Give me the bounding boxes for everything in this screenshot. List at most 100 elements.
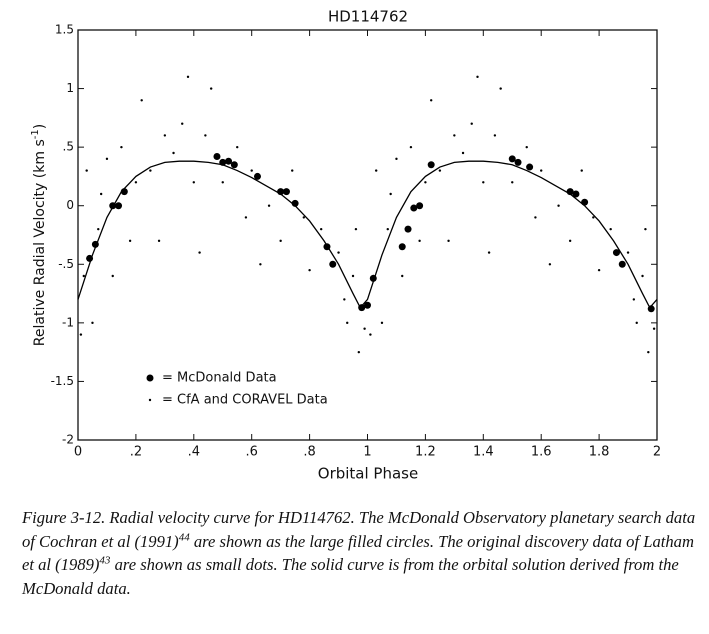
cfa-point	[354, 227, 358, 231]
cfa-point	[157, 239, 161, 243]
mcdonald-point	[612, 249, 620, 257]
mcdonald-point	[416, 202, 424, 210]
x-tick-label: .2	[130, 445, 142, 460]
mcdonald-point	[581, 198, 589, 206]
cfa-point	[97, 227, 100, 231]
caption-text: are shown as small dots. The solid curve…	[22, 555, 679, 598]
cfa-point	[386, 227, 389, 231]
x-tick-label: 1.8	[589, 445, 610, 460]
cfa-point	[597, 268, 601, 272]
cfa-point	[580, 169, 583, 172]
cfa-point	[534, 216, 537, 219]
mcdonald-point	[618, 260, 626, 268]
mcdonald-point	[219, 158, 227, 166]
caption-reference: 43	[99, 554, 111, 567]
cfa-point	[140, 99, 143, 102]
mcdonald-point	[566, 188, 574, 196]
cfa-point	[401, 274, 404, 278]
cfa-point	[351, 274, 355, 278]
cfa-point	[493, 134, 497, 137]
cfa-point	[453, 134, 456, 137]
cfa-point	[470, 122, 473, 125]
cfa-point	[221, 181, 224, 184]
y-axis-label-text: Relative Radial Velocity (km s	[32, 139, 48, 346]
cfa-point	[186, 75, 190, 79]
mcdonald-point	[410, 204, 418, 212]
cfa-point	[635, 321, 638, 325]
mcdonald-point	[647, 305, 655, 313]
cfa-point	[548, 263, 552, 266]
cfa-point	[346, 321, 349, 325]
cfa-point	[134, 181, 138, 184]
cfa-point	[244, 216, 248, 219]
chart: HD114762 Orbital Phase Relative Radial V…	[30, 8, 661, 483]
y-axis-label: Relative Radial Velocity (km s-1)	[30, 124, 48, 346]
cfa-point	[99, 192, 103, 196]
cfa-point	[357, 350, 361, 354]
mcdonald-point	[427, 161, 435, 169]
cfa-point	[204, 134, 207, 137]
y-axis-label-sup: -1	[30, 129, 41, 139]
mcdonald-point	[572, 190, 580, 198]
y-tick-label: -2	[62, 433, 74, 447]
y-tick-label: -1.5	[51, 374, 74, 388]
y-tick-label: 1.5	[55, 23, 74, 37]
mcdonald-point	[323, 243, 331, 251]
caption-text: are shown as the large filled circles. T…	[22, 531, 694, 575]
cfa-point	[363, 327, 366, 330]
mcdonald-point	[230, 161, 238, 169]
cfa-point	[163, 134, 167, 137]
cfa-point	[85, 169, 88, 172]
chart-title: HD114762	[328, 8, 408, 26]
x-tick-label: .8	[303, 445, 315, 460]
cfa-point	[511, 181, 514, 184]
cfa-point	[181, 122, 184, 125]
mcdonald-point	[291, 199, 299, 207]
x-tick-label: 1	[363, 445, 371, 460]
cfa-point	[319, 227, 323, 231]
cfa-point	[337, 251, 340, 254]
cfa-point	[79, 333, 83, 336]
cfa-point	[209, 87, 213, 90]
caption-text: Figure 3-12. Radial velocity curve for H…	[22, 508, 696, 551]
legend-marker-large	[146, 374, 154, 382]
mcdonald-point	[508, 155, 516, 163]
cfa-point	[302, 216, 306, 219]
cfa-point	[149, 169, 152, 172]
mcdonald-point	[120, 188, 128, 196]
cfa-point	[644, 227, 647, 231]
y-tick-label: -.5	[58, 257, 74, 271]
x-tick-label: .6	[245, 445, 257, 460]
x-tick-label: 1.2	[415, 445, 436, 460]
cfa-point	[105, 157, 109, 161]
mcdonald-point	[364, 301, 371, 309]
x-tick-label: 0	[74, 445, 82, 460]
cfa-point	[380, 321, 384, 325]
cfa-point	[409, 145, 413, 149]
cfa-point	[647, 350, 650, 354]
cfa-point	[525, 145, 528, 149]
cfa-point	[626, 251, 630, 254]
cfa-point	[540, 169, 543, 172]
cfa-point	[267, 204, 271, 207]
cfa-point	[461, 151, 465, 155]
mcdonald-point	[369, 274, 377, 282]
mcdonald-point	[526, 163, 534, 171]
cfa-point	[429, 99, 433, 102]
cfa-point	[632, 298, 636, 301]
cfa-point	[374, 169, 378, 172]
cfa-point	[343, 298, 346, 301]
legend-marker-small	[148, 398, 152, 402]
y-tick-label: .5	[63, 140, 74, 154]
cfa-point	[250, 169, 253, 172]
cfa-point	[395, 157, 398, 161]
mcdonald-point	[115, 202, 123, 210]
cfa-point	[482, 181, 485, 184]
mcdonald-point	[277, 188, 285, 196]
x-tick-label: 2	[653, 445, 661, 460]
cfa-point	[120, 145, 123, 149]
caption-reference: 44	[178, 530, 190, 543]
cfa-point	[592, 216, 595, 219]
cfa-point	[389, 192, 392, 196]
cfa-point	[279, 239, 282, 243]
